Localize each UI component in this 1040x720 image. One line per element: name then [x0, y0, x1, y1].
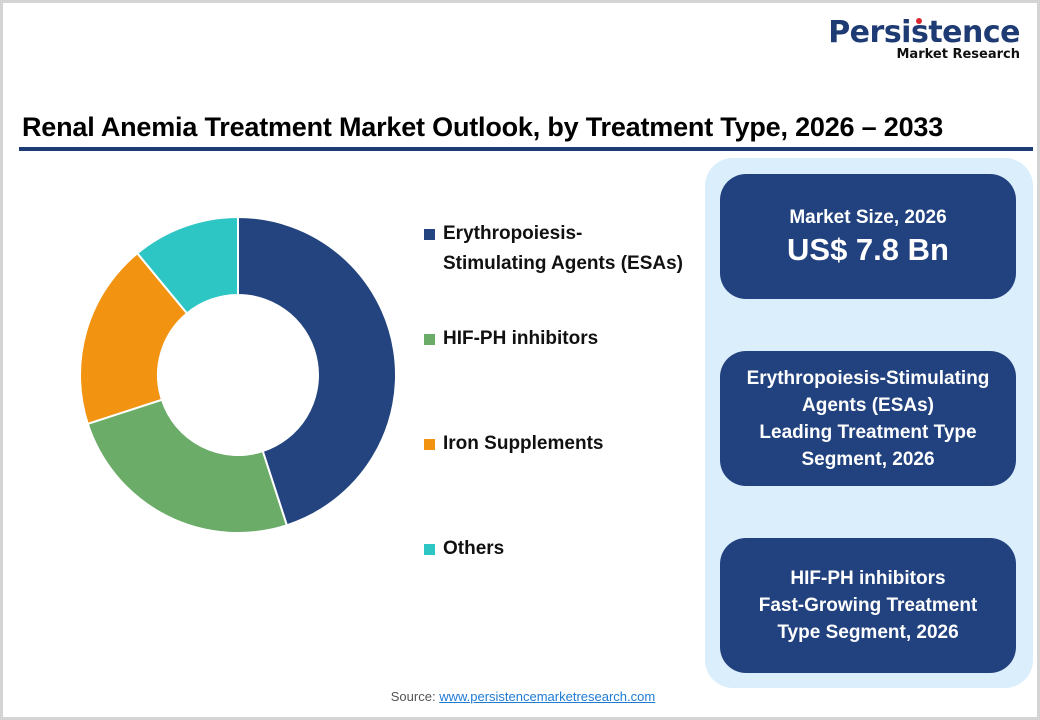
logo-subtitle: Market Research — [896, 47, 1021, 62]
source-note: Source: www.persistencemarketresearch.co… — [3, 689, 1040, 704]
legend-label: Iron Supplements — [443, 433, 604, 454]
fast-growing-segment-line: Fast-Growing Treatment — [758, 595, 978, 616]
legend-label: HIF-PH inhibitors — [443, 328, 599, 349]
fast-growing-segment-card: HIF-PH inhibitors Fast-Growing Treatment… — [720, 538, 1016, 673]
logo-wordmark: Persistence — [828, 17, 1020, 49]
leading-segment-line: Segment, 2026 — [801, 448, 935, 470]
title-underline — [19, 147, 1033, 151]
legend-swatch-icon — [424, 229, 435, 240]
source-link[interactable]: www.persistencemarketresearch.com — [439, 689, 656, 704]
donut-slice — [86, 398, 289, 534]
donut-slice — [79, 251, 189, 426]
source-label: Source: — [390, 689, 440, 704]
legend-label: Erythropoiesis- Stimulating Agents (ESAs) — [443, 223, 683, 274]
persistence-logo: Persistence Market Research — [828, 17, 1020, 62]
donut-slice — [237, 215, 397, 527]
donut-slice — [135, 215, 239, 315]
leading-segment-card: Erythropoiesis-Stimulating Agents (ESAs)… — [720, 351, 1016, 486]
leading-segment-line: Erythropoiesis-Stimulating — [746, 367, 990, 389]
chart-title: Renal Anemia Treatment Market Outlook, b… — [22, 112, 944, 142]
legend-swatch-icon — [424, 334, 435, 345]
market-size-value: US$ 7.8 Bn — [787, 232, 949, 267]
legend-label: Others — [443, 538, 505, 559]
market-size-card: Market Size, 2026 US$ 7.8 Bn — [720, 174, 1016, 299]
logo-star-icon — [916, 18, 923, 24]
leading-segment-line: Leading Treatment Type — [759, 421, 977, 443]
leading-segment-line: Agents (ESAs) — [802, 394, 934, 416]
legend-swatch-icon — [424, 544, 435, 555]
legend-swatch-icon — [424, 439, 435, 450]
logo-main-text: Persistence — [828, 15, 1020, 50]
market-size-label: Market Size, 2026 — [789, 207, 947, 228]
donut-chart — [79, 215, 397, 534]
highlights-panel: Market Size, 2026 US$ 7.8 Bn Erythropoie… — [705, 158, 1033, 688]
fast-growing-segment-line: HIF-PH inhibitors — [790, 568, 946, 589]
fast-growing-segment-line: Type Segment, 2026 — [777, 622, 959, 643]
